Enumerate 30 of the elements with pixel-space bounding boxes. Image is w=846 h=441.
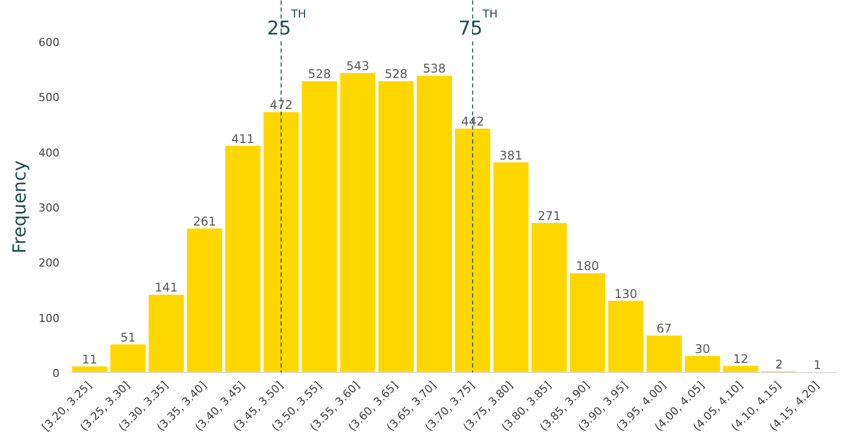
data-label: 11 xyxy=(82,352,98,366)
data-label: 543 xyxy=(346,58,370,73)
y-tick-label: 0 xyxy=(52,367,60,380)
y-tick-label: 300 xyxy=(38,202,60,214)
data-label: 141 xyxy=(154,280,178,295)
ref-line-label: 75TH xyxy=(458,7,498,40)
data-label: 528 xyxy=(384,67,408,82)
y-tick-label: 100 xyxy=(38,312,60,325)
data-label: 30 xyxy=(694,342,710,356)
data-label: 130 xyxy=(614,286,638,301)
y-tick-label: 500 xyxy=(38,91,60,104)
data-label: 472 xyxy=(270,98,293,112)
data-label: 12 xyxy=(733,352,748,366)
data-label: 180 xyxy=(576,259,600,274)
y-tick-label: 400 xyxy=(38,146,60,160)
data-label: 411 xyxy=(231,132,254,146)
data-label: 271 xyxy=(538,209,561,223)
ref-line-label: 25TH xyxy=(266,7,306,40)
data-label: 381 xyxy=(500,148,522,162)
data-label: 528 xyxy=(308,67,331,82)
data-label: 2 xyxy=(775,357,783,372)
data-label: 1 xyxy=(814,358,822,372)
data-label: 261 xyxy=(193,214,216,229)
y-tick-label: 200 xyxy=(38,256,60,270)
y-tick-label: 600 xyxy=(38,36,60,49)
y-axis-title: Frequency xyxy=(10,160,31,254)
data-label: 67 xyxy=(656,322,672,336)
data-label: 538 xyxy=(422,62,446,76)
data-label: 51 xyxy=(120,330,136,344)
data-label: 442 xyxy=(461,114,484,129)
